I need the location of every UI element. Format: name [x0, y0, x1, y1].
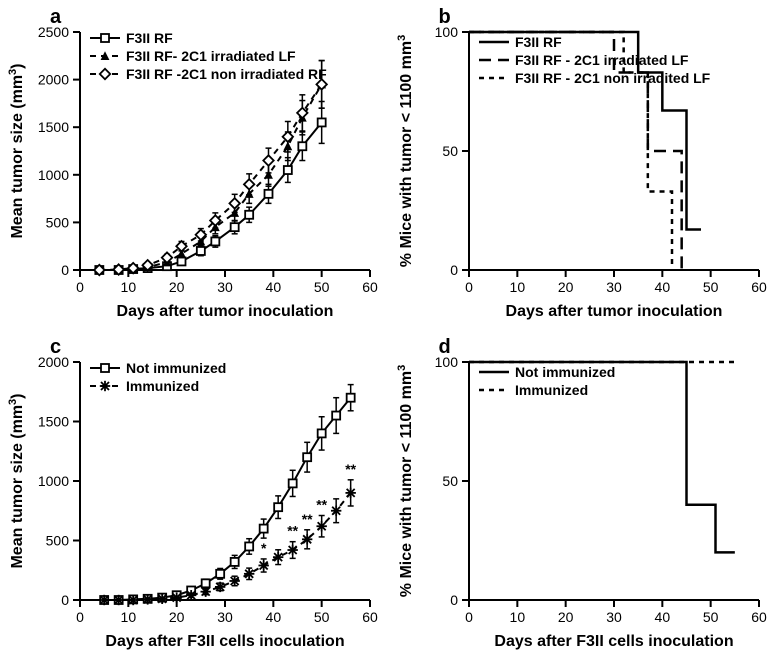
panel-c-label: c: [50, 336, 61, 359]
svg-text:% Mice with tumor < 1100 mm3: % Mice with tumor < 1100 mm3: [396, 365, 415, 597]
svg-text:0: 0: [465, 609, 473, 625]
panel-b: b 0102030405060050100Days after tumor in…: [389, 0, 777, 330]
svg-text:Mean tumor size (mm3): Mean tumor size (mm3): [7, 63, 26, 238]
svg-text:20: 20: [169, 279, 185, 295]
svg-text:Immunized: Immunized: [126, 378, 199, 394]
panel-a-label: a: [50, 6, 61, 29]
svg-text:0: 0: [450, 262, 458, 278]
svg-text:10: 10: [121, 279, 137, 295]
svg-text:50: 50: [442, 473, 458, 489]
figure-grid: a 010203040506005001000150020002500Days …: [0, 0, 777, 660]
svg-text:0: 0: [61, 592, 69, 608]
svg-text:50: 50: [314, 609, 330, 625]
panel-d: d 0102030405060050100Days after F3II cel…: [389, 330, 777, 660]
svg-text:60: 60: [751, 609, 767, 625]
svg-text:**: **: [287, 523, 298, 539]
svg-text:Days after F3II cells inoculat: Days after F3II cells inoculation: [105, 633, 344, 650]
svg-text:F3II RF: F3II RF: [515, 34, 562, 50]
svg-text:30: 30: [217, 609, 233, 625]
svg-text:0: 0: [450, 592, 458, 608]
panel-d-label: d: [439, 336, 451, 359]
svg-text:40: 40: [266, 279, 282, 295]
svg-text:0: 0: [61, 262, 69, 278]
svg-text:60: 60: [362, 609, 378, 625]
svg-text:10: 10: [509, 609, 525, 625]
svg-text:Not immunized: Not immunized: [126, 360, 226, 376]
svg-text:Days after tumor inoculation: Days after tumor inoculation: [117, 303, 334, 320]
svg-text:30: 30: [217, 279, 233, 295]
svg-text:1500: 1500: [38, 414, 69, 430]
svg-text:500: 500: [46, 533, 70, 549]
panel-a: a 010203040506005001000150020002500Days …: [0, 0, 389, 330]
svg-text:30: 30: [606, 279, 622, 295]
svg-text:20: 20: [557, 609, 573, 625]
svg-text:Immunized: Immunized: [515, 382, 588, 398]
svg-text:50: 50: [702, 609, 718, 625]
svg-text:1000: 1000: [38, 167, 69, 183]
chart-c: 01020304050600500100015002000Days after …: [0, 330, 388, 660]
svg-text:1000: 1000: [38, 473, 69, 489]
svg-text:1500: 1500: [38, 119, 69, 135]
svg-text:60: 60: [751, 279, 767, 295]
svg-text:% Mice with tumor < 1100 mm3: % Mice with tumor < 1100 mm3: [396, 35, 415, 267]
svg-text:Mean tumor size (mm3): Mean tumor size (mm3): [7, 393, 26, 568]
svg-text:0: 0: [465, 279, 473, 295]
svg-text:F3II RF - 2C1 non irradited LF: F3II RF - 2C1 non irradited LF: [515, 70, 711, 86]
panel-c: c 01020304050600500100015002000Days afte…: [0, 330, 389, 660]
svg-text:40: 40: [654, 609, 670, 625]
svg-text:60: 60: [362, 279, 378, 295]
svg-text:50: 50: [314, 279, 330, 295]
svg-text:10: 10: [121, 609, 137, 625]
svg-text:0: 0: [76, 609, 84, 625]
svg-text:F3II RF: F3II RF: [126, 30, 173, 46]
svg-text:F3II RF -2C1 non irradiated RF: F3II RF -2C1 non irradiated RF: [126, 66, 327, 82]
svg-text:F3II RF- 2C1 irradiated LF: F3II RF- 2C1 irradiated LF: [126, 48, 296, 64]
svg-text:20: 20: [557, 279, 573, 295]
svg-text:10: 10: [509, 279, 525, 295]
chart-a: 010203040506005001000150020002500Days af…: [0, 0, 388, 330]
svg-text:Not immunized: Not immunized: [515, 364, 615, 380]
svg-text:50: 50: [702, 279, 718, 295]
svg-text:**: **: [316, 497, 327, 513]
svg-text:**: **: [302, 511, 313, 527]
chart-b: 0102030405060050100Days after tumor inoc…: [389, 0, 777, 330]
chart-d: 0102030405060050100Days after F3II cells…: [389, 330, 777, 660]
svg-text:*: *: [261, 540, 267, 556]
panel-b-label: b: [439, 6, 451, 29]
svg-text:0: 0: [76, 279, 84, 295]
svg-text:500: 500: [46, 214, 70, 230]
svg-text:Days after tumor inoculation: Days after tumor inoculation: [505, 303, 722, 320]
svg-text:2000: 2000: [38, 72, 69, 88]
svg-text:50: 50: [442, 143, 458, 159]
svg-text:F3II RF - 2C1 irradiated LF: F3II RF - 2C1 irradiated LF: [515, 52, 689, 68]
svg-text:40: 40: [266, 609, 282, 625]
svg-text:30: 30: [606, 609, 622, 625]
svg-text:**: **: [345, 461, 356, 477]
svg-text:Days after F3II cells inoculat: Days after F3II cells inoculation: [494, 633, 733, 650]
svg-text:20: 20: [169, 609, 185, 625]
svg-text:40: 40: [654, 279, 670, 295]
